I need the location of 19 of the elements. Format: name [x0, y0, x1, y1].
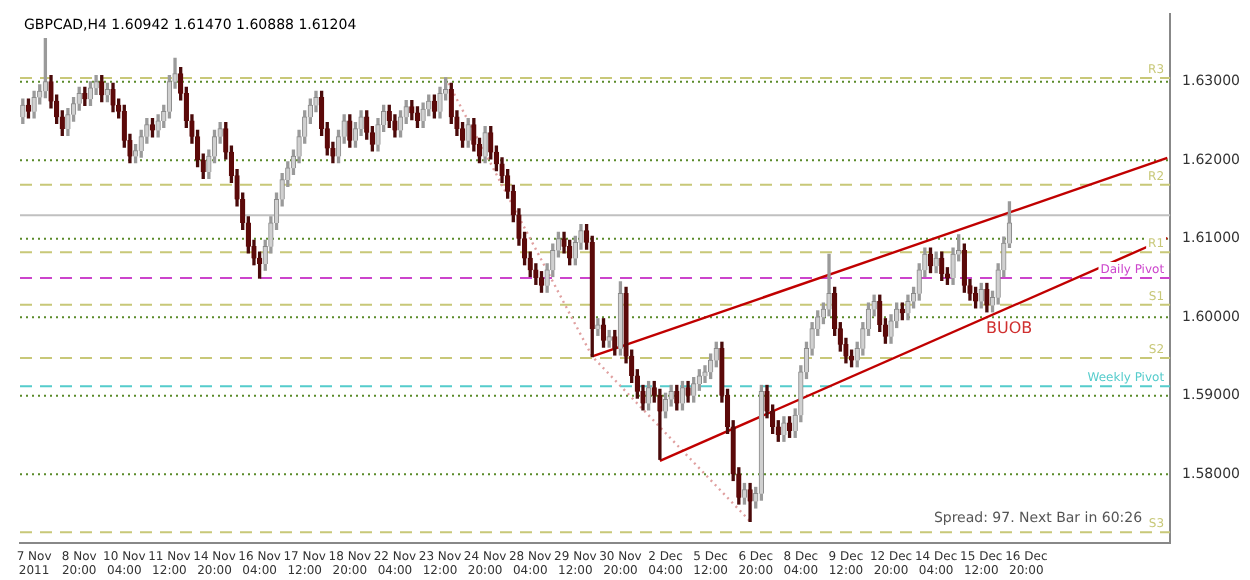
- candlestick: [409, 100, 415, 121]
- candlestick: [685, 380, 691, 403]
- candlestick: [758, 384, 765, 501]
- candlestick: [933, 251, 939, 274]
- candlestick: [606, 329, 612, 348]
- candlestick: [826, 253, 832, 317]
- candlestick: [781, 416, 787, 442]
- candlestick: [747, 482, 753, 522]
- candlestick: [595, 318, 601, 336]
- annotation: BUOB: [985, 319, 1033, 338]
- candlestick: [617, 281, 624, 356]
- candlestick: [657, 388, 663, 460]
- candlestick: [905, 294, 911, 321]
- candlestick: [110, 82, 116, 113]
- candlestick: [482, 125, 488, 164]
- candlestick: [420, 102, 426, 129]
- candlestick: [87, 81, 94, 107]
- candlestick: [31, 90, 37, 119]
- candlestick: [42, 38, 49, 99]
